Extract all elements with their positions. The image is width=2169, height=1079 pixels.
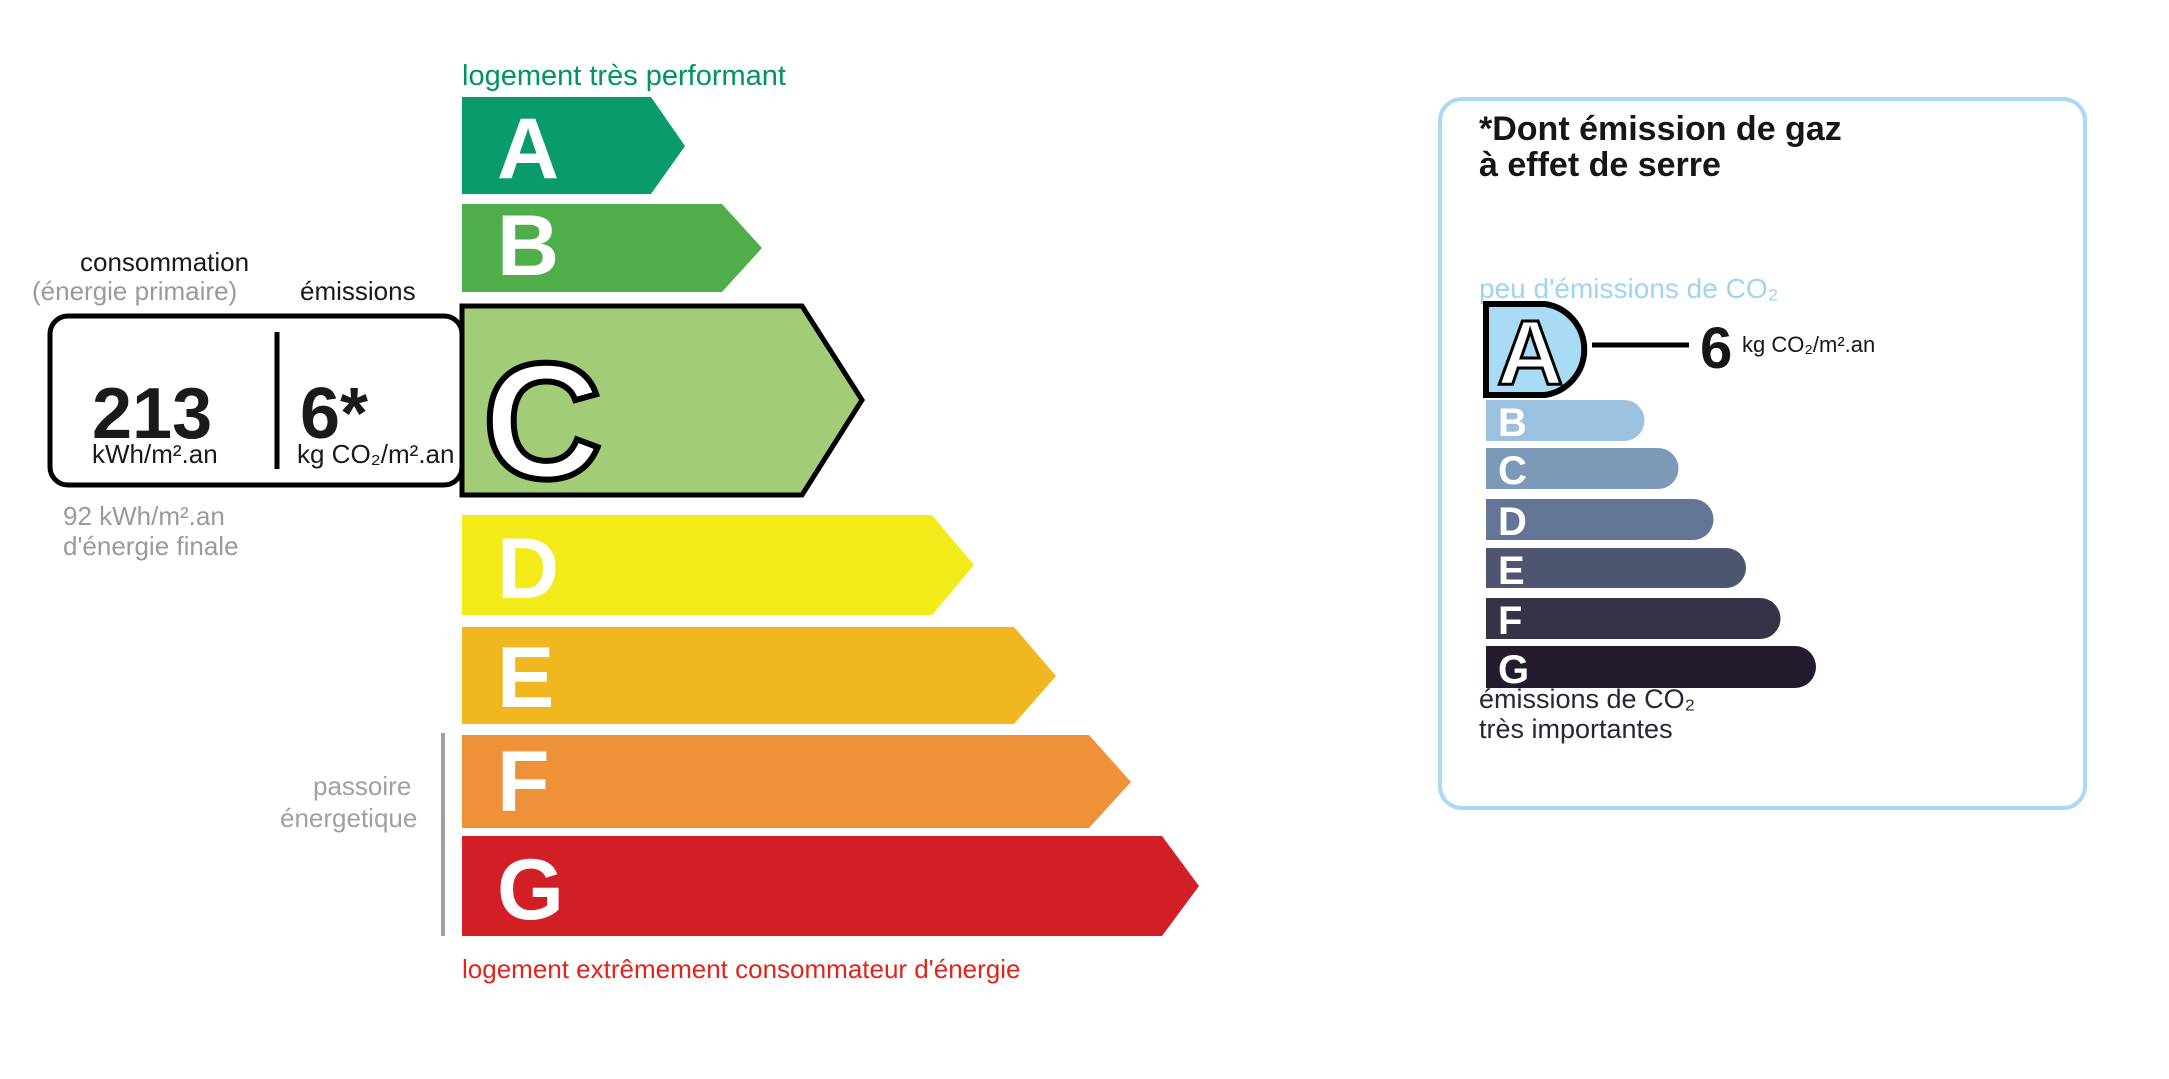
- svg-text:C: C: [1498, 449, 1527, 493]
- svg-text:B: B: [1498, 401, 1527, 445]
- svg-text:(énergie primaire): (énergie primaire): [32, 276, 237, 306]
- svg-text:peu d'émissions de CO₂: peu d'émissions de CO₂: [1479, 273, 1778, 304]
- svg-text:énergetique: énergetique: [280, 803, 417, 833]
- svg-text:F: F: [1498, 599, 1522, 643]
- svg-text:kWh/m².an: kWh/m².an: [92, 439, 218, 469]
- svg-text:6: 6: [1700, 316, 1732, 381]
- svg-text:F: F: [497, 734, 550, 830]
- svg-text:A: A: [497, 101, 559, 197]
- svg-text:92 kWh/m².an: 92 kWh/m².an: [63, 501, 225, 531]
- svg-text:kg CO₂/m².an: kg CO₂/m².an: [1742, 332, 1875, 357]
- svg-text:à effet de serre: à effet de serre: [1479, 146, 1721, 184]
- svg-text:E: E: [497, 630, 554, 726]
- svg-text:d'énergie finale: d'énergie finale: [63, 531, 239, 561]
- svg-text:émissions de CO₂: émissions de CO₂: [1479, 684, 1695, 714]
- svg-text:émissions: émissions: [300, 276, 416, 306]
- svg-text:logement extrêmement consommat: logement extrêmement consommateur d'éner…: [462, 954, 1020, 984]
- svg-text:D: D: [497, 521, 559, 617]
- svg-text:A: A: [1497, 302, 1563, 404]
- svg-text:D: D: [1498, 500, 1527, 544]
- svg-text:B: B: [497, 198, 559, 294]
- svg-text:passoire: passoire: [313, 771, 411, 801]
- svg-text:kg CO₂/m².an: kg CO₂/m².an: [297, 439, 454, 469]
- svg-text:logement très performant: logement très performant: [462, 60, 786, 92]
- svg-text:très importantes: très importantes: [1479, 714, 1673, 744]
- svg-text:*Dont émission de gaz: *Dont émission de gaz: [1479, 110, 1842, 148]
- svg-text:consommation: consommation: [80, 247, 249, 277]
- svg-text:C: C: [483, 329, 602, 513]
- svg-text:E: E: [1498, 549, 1525, 593]
- svg-text:G: G: [497, 842, 564, 938]
